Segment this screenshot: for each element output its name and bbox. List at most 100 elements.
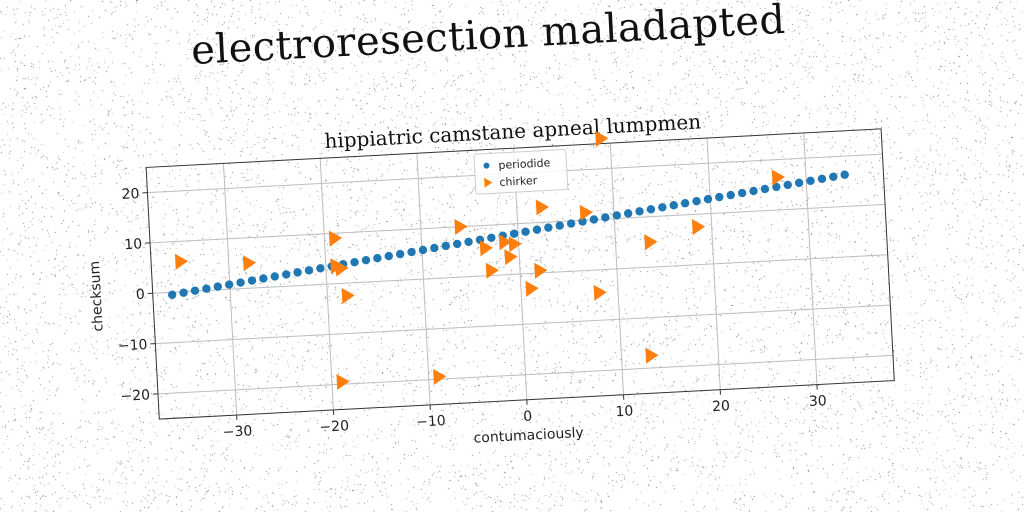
periodide-point bbox=[259, 274, 268, 283]
periodide-point bbox=[669, 201, 678, 210]
periodide-point bbox=[772, 182, 781, 192]
periodide-point bbox=[635, 207, 644, 216]
chirker-point bbox=[328, 230, 343, 247]
chirker-point bbox=[771, 169, 785, 186]
periodide-point bbox=[521, 227, 530, 236]
periodide-point bbox=[224, 280, 234, 289]
periodide-point bbox=[692, 196, 701, 206]
periodide-point bbox=[783, 180, 792, 190]
periodide-point bbox=[623, 209, 633, 218]
periodide-point bbox=[373, 253, 382, 263]
x-axis-ticks: −30 −20 −10 0 10 20 30 bbox=[222, 384, 827, 441]
periodide-point bbox=[544, 223, 553, 232]
grid bbox=[147, 132, 894, 416]
periodide-point bbox=[361, 255, 371, 265]
y-tick-label: 20 bbox=[121, 186, 140, 203]
y-axis-ticks: −20 −10 0 10 20 bbox=[117, 186, 159, 405]
chirker-point bbox=[645, 347, 659, 364]
periodide-point bbox=[395, 249, 405, 259]
periodide-point bbox=[452, 239, 462, 249]
periodide-point bbox=[715, 192, 724, 202]
chart-title: hippiatric camstane apneal lumpmen bbox=[324, 109, 702, 153]
periodide-point bbox=[726, 190, 735, 200]
periodide-point bbox=[167, 290, 177, 299]
periodide-point bbox=[441, 241, 450, 251]
legend-marker-periodide bbox=[483, 162, 490, 169]
chirker-point bbox=[485, 262, 499, 279]
chirker-point bbox=[508, 236, 522, 253]
periodide-point bbox=[270, 272, 279, 281]
periodide-point bbox=[737, 188, 747, 198]
y-tick-label: −10 bbox=[117, 337, 147, 355]
periodide-point bbox=[555, 221, 564, 230]
chirker-point bbox=[433, 368, 447, 385]
x-axis-label: contumaciously bbox=[473, 425, 584, 447]
chirker-point bbox=[691, 219, 706, 236]
periodide-point bbox=[190, 286, 200, 295]
periodide-point bbox=[464, 237, 473, 247]
periodide-point bbox=[794, 178, 804, 188]
periodide-point bbox=[829, 172, 838, 181]
x-tick-label: −20 bbox=[319, 418, 349, 436]
chart-body: hippiatric camstane apneal lumpmen −30 −2… bbox=[87, 109, 895, 447]
x-tick-label: 10 bbox=[615, 403, 634, 420]
periodide-point bbox=[589, 215, 599, 224]
periodide-point bbox=[179, 288, 188, 297]
periodide-point bbox=[817, 174, 827, 183]
chirker-point bbox=[535, 199, 549, 216]
y-tick-label: 0 bbox=[135, 287, 145, 303]
chirker-point bbox=[498, 234, 512, 251]
periodide-point bbox=[350, 258, 359, 267]
chirker-point bbox=[335, 260, 349, 277]
legend-box bbox=[473, 149, 569, 195]
chirker-point bbox=[336, 374, 350, 391]
y-grid-line bbox=[150, 203, 886, 244]
x-tick-label: −30 bbox=[222, 423, 252, 441]
chirker-point bbox=[454, 218, 468, 235]
y-grid-line bbox=[155, 304, 891, 345]
periodide-point bbox=[658, 203, 667, 212]
periodide-point bbox=[760, 184, 770, 194]
periodide-point bbox=[384, 251, 393, 261]
periodide-point bbox=[646, 205, 656, 214]
x-tick-label: 20 bbox=[712, 398, 731, 415]
periodide-point bbox=[840, 170, 849, 179]
periodide-point bbox=[749, 186, 758, 196]
periodide-point bbox=[612, 211, 621, 220]
periodide-point bbox=[213, 282, 222, 291]
periodide-point bbox=[509, 229, 519, 238]
periodide-point bbox=[304, 266, 314, 275]
chirker-point bbox=[174, 253, 189, 270]
chirker-point bbox=[242, 255, 257, 272]
legend-label-chirker: chirker bbox=[499, 174, 538, 189]
legend-label-periodide: periodide bbox=[498, 156, 551, 172]
chirker-point bbox=[595, 130, 609, 147]
periodide-point bbox=[430, 243, 439, 253]
x-tick-label: 30 bbox=[809, 393, 828, 410]
periodide-point bbox=[316, 264, 325, 273]
y-tick-label: −20 bbox=[120, 387, 150, 405]
chirker-point bbox=[504, 249, 518, 266]
chirker-point bbox=[579, 204, 593, 221]
periodide-point bbox=[293, 268, 302, 277]
chirker-point bbox=[341, 287, 355, 304]
periodide-point bbox=[806, 176, 815, 186]
series-layer bbox=[167, 130, 849, 391]
periodide-point bbox=[703, 194, 713, 204]
periodide-point bbox=[281, 270, 291, 279]
chirker-point bbox=[593, 284, 607, 301]
y-tick-label: 10 bbox=[124, 236, 143, 253]
legend: periodide chirker bbox=[473, 149, 569, 195]
chirker-point bbox=[644, 234, 658, 251]
periodide-point bbox=[566, 219, 576, 228]
periodide-point bbox=[407, 247, 416, 257]
periodide-point bbox=[236, 278, 245, 287]
legend-marker-chirker bbox=[484, 177, 493, 188]
periodide-point bbox=[202, 284, 211, 293]
y-grid-line bbox=[152, 254, 888, 294]
chirker-point bbox=[534, 262, 548, 279]
x-tick-label: 0 bbox=[523, 409, 533, 425]
y-axis-label: checksum bbox=[87, 260, 107, 332]
periodide-point bbox=[601, 213, 610, 222]
